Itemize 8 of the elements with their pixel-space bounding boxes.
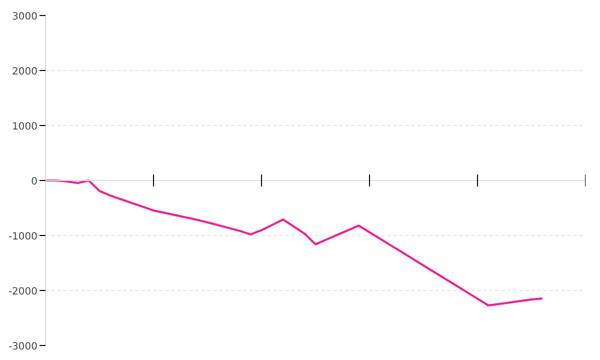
y-tick-label: 1000 (12, 122, 38, 132)
y-tick-label: -1000 (8, 232, 38, 242)
y-tick-label: 3000 (12, 12, 38, 22)
y-tick-label: -3000 (8, 342, 38, 352)
y-tick-label: 2000 (12, 66, 38, 78)
line-series (46, 180, 544, 306)
y-tick-label: 0 (31, 176, 38, 188)
y-tick-label: -2000 (8, 286, 38, 298)
